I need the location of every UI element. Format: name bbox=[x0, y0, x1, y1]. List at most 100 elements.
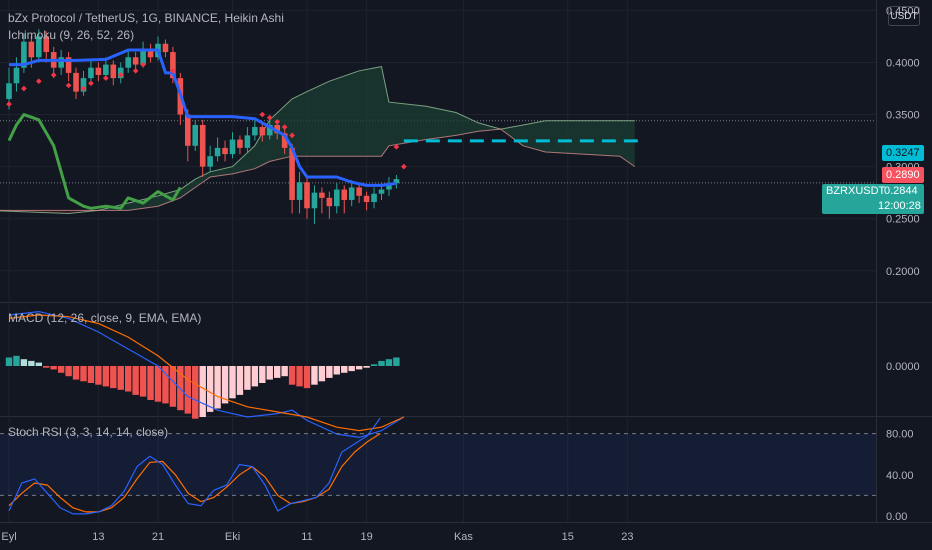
candle-body bbox=[296, 182, 303, 200]
candle-body bbox=[28, 41, 35, 58]
candle-body bbox=[214, 147, 221, 157]
stoch-tick-label: 40.00 bbox=[886, 470, 914, 482]
candle-body bbox=[170, 52, 176, 79]
macd-histogram-bar bbox=[28, 360, 35, 366]
macd-histogram-bar bbox=[341, 366, 348, 373]
candle-body bbox=[125, 57, 131, 68]
tenkan-sen-marker bbox=[65, 82, 72, 89]
chikou-span-line bbox=[7, 113, 182, 210]
currency-unit-button[interactable]: USDT bbox=[888, 6, 920, 26]
tenkan-sen-marker bbox=[117, 72, 124, 78]
macd-histogram-bar bbox=[221, 366, 229, 404]
candle-body bbox=[13, 67, 20, 84]
macd-histogram-bar bbox=[139, 366, 147, 397]
candle-body bbox=[378, 189, 385, 194]
candle-body bbox=[103, 64, 109, 75]
tenkan-sen-marker bbox=[274, 119, 281, 125]
tenkan-sen-marker bbox=[21, 85, 27, 92]
macd-histogram-bar bbox=[303, 366, 311, 389]
tenkan-sen-marker bbox=[80, 85, 87, 92]
macd-histogram-bar bbox=[132, 366, 139, 395]
macd-histogram-bar bbox=[192, 366, 199, 419]
candle-body bbox=[244, 135, 251, 148]
stoch-rsi-legend[interactable]: Stoch RSI (3, 3, 14, 14, close) bbox=[8, 425, 169, 439]
macd-histogram-bar bbox=[154, 366, 162, 402]
last-price-symbol: BZRXUSDT bbox=[826, 185, 886, 197]
candle-body bbox=[65, 57, 72, 73]
candle-body bbox=[274, 124, 280, 134]
macd-line bbox=[8, 310, 405, 439]
macd-histogram-bar bbox=[80, 366, 87, 382]
candle-body bbox=[80, 78, 87, 92]
bar-countdown: 12:00:28 bbox=[878, 200, 921, 212]
red-level-price-tag: 0.2890 bbox=[882, 167, 924, 183]
candle-body bbox=[289, 147, 295, 200]
macd-histogram-bar bbox=[13, 355, 20, 366]
macd-histogram-bar bbox=[110, 366, 117, 389]
macd-histogram-bar bbox=[266, 366, 273, 380]
candle-body bbox=[363, 195, 370, 203]
candle-body bbox=[199, 124, 206, 167]
macd-pane bbox=[5, 310, 405, 439]
stoch-rsi-pane bbox=[0, 417, 876, 515]
macd-histogram-bar bbox=[87, 366, 95, 383]
macd-histogram-bar bbox=[65, 366, 72, 377]
tenkan-sen-marker bbox=[88, 80, 94, 87]
macd-histogram-bar bbox=[95, 366, 102, 385]
candle-body bbox=[304, 182, 310, 209]
macd-histogram-bar bbox=[125, 366, 132, 392]
tenkan-sen-marker bbox=[103, 75, 109, 81]
macd-histogram-bar bbox=[199, 366, 206, 417]
macd-histogram-bar bbox=[296, 366, 303, 387]
candle-body bbox=[348, 187, 355, 200]
stoch-tick-label: 0.00 bbox=[886, 511, 907, 523]
ichimoku-legend[interactable]: Ichimoku (9, 26, 52, 26) bbox=[8, 28, 135, 42]
macd-histogram-bar bbox=[244, 366, 251, 390]
candle-body bbox=[110, 64, 117, 79]
macd-histogram-bar bbox=[348, 366, 355, 372]
macd-histogram-bar bbox=[35, 362, 42, 366]
time-tick-label: Eyl bbox=[1, 531, 16, 543]
macd-histogram-bar bbox=[229, 366, 236, 399]
macd-histogram-bar bbox=[184, 366, 191, 414]
candle-body bbox=[393, 179, 400, 184]
candle-body bbox=[371, 193, 377, 203]
macd-histogram-bar bbox=[393, 357, 400, 366]
macd-histogram-bar bbox=[385, 359, 393, 366]
chart-title[interactable]: bZx Protocol / TetherUS, 1G, BINANCE, He… bbox=[8, 11, 284, 25]
macd-histogram-bar bbox=[162, 366, 169, 404]
candle-body bbox=[36, 36, 42, 58]
macd-legend[interactable]: MACD (12, 26, close, 9, EMA, EMA) bbox=[8, 311, 202, 325]
candle-body bbox=[192, 124, 199, 146]
kijun-sen-line bbox=[9, 48, 397, 187]
macd-histogram-bar bbox=[281, 366, 288, 377]
tenkan-sen-marker bbox=[281, 124, 288, 130]
candle-body bbox=[140, 49, 146, 65]
candle-body bbox=[132, 57, 139, 65]
candle-body bbox=[207, 156, 213, 167]
stoch-tick-label: 80.00 bbox=[886, 429, 914, 441]
macd-histogram-bar bbox=[117, 366, 124, 390]
senkou-span-b-line bbox=[0, 128, 636, 211]
time-tick-label: 19 bbox=[360, 531, 372, 543]
macd-histogram-bar bbox=[43, 366, 50, 368]
candle-body bbox=[222, 147, 228, 155]
macd-histogram-bar bbox=[72, 366, 80, 380]
stoch-d-line bbox=[8, 433, 381, 513]
macd-histogram-bar bbox=[147, 366, 154, 400]
macd-signal-line bbox=[8, 314, 405, 432]
candle-body bbox=[237, 139, 243, 148]
candle-body bbox=[266, 124, 273, 136]
macd-histogram-bar bbox=[50, 366, 57, 370]
tenkan-sen-marker bbox=[401, 163, 407, 170]
tenkan-sen-marker bbox=[50, 72, 57, 78]
candle-body bbox=[334, 189, 340, 207]
tenkan-sen-marker bbox=[289, 132, 295, 139]
price-tick-label: 0.3500 bbox=[886, 110, 920, 122]
cloud-segment bbox=[98, 66, 635, 211]
candle-body bbox=[356, 187, 362, 196]
macd-histogram-bar bbox=[5, 357, 13, 366]
macd-histogram-bar bbox=[355, 366, 363, 370]
stoch-band-fill bbox=[0, 433, 876, 496]
